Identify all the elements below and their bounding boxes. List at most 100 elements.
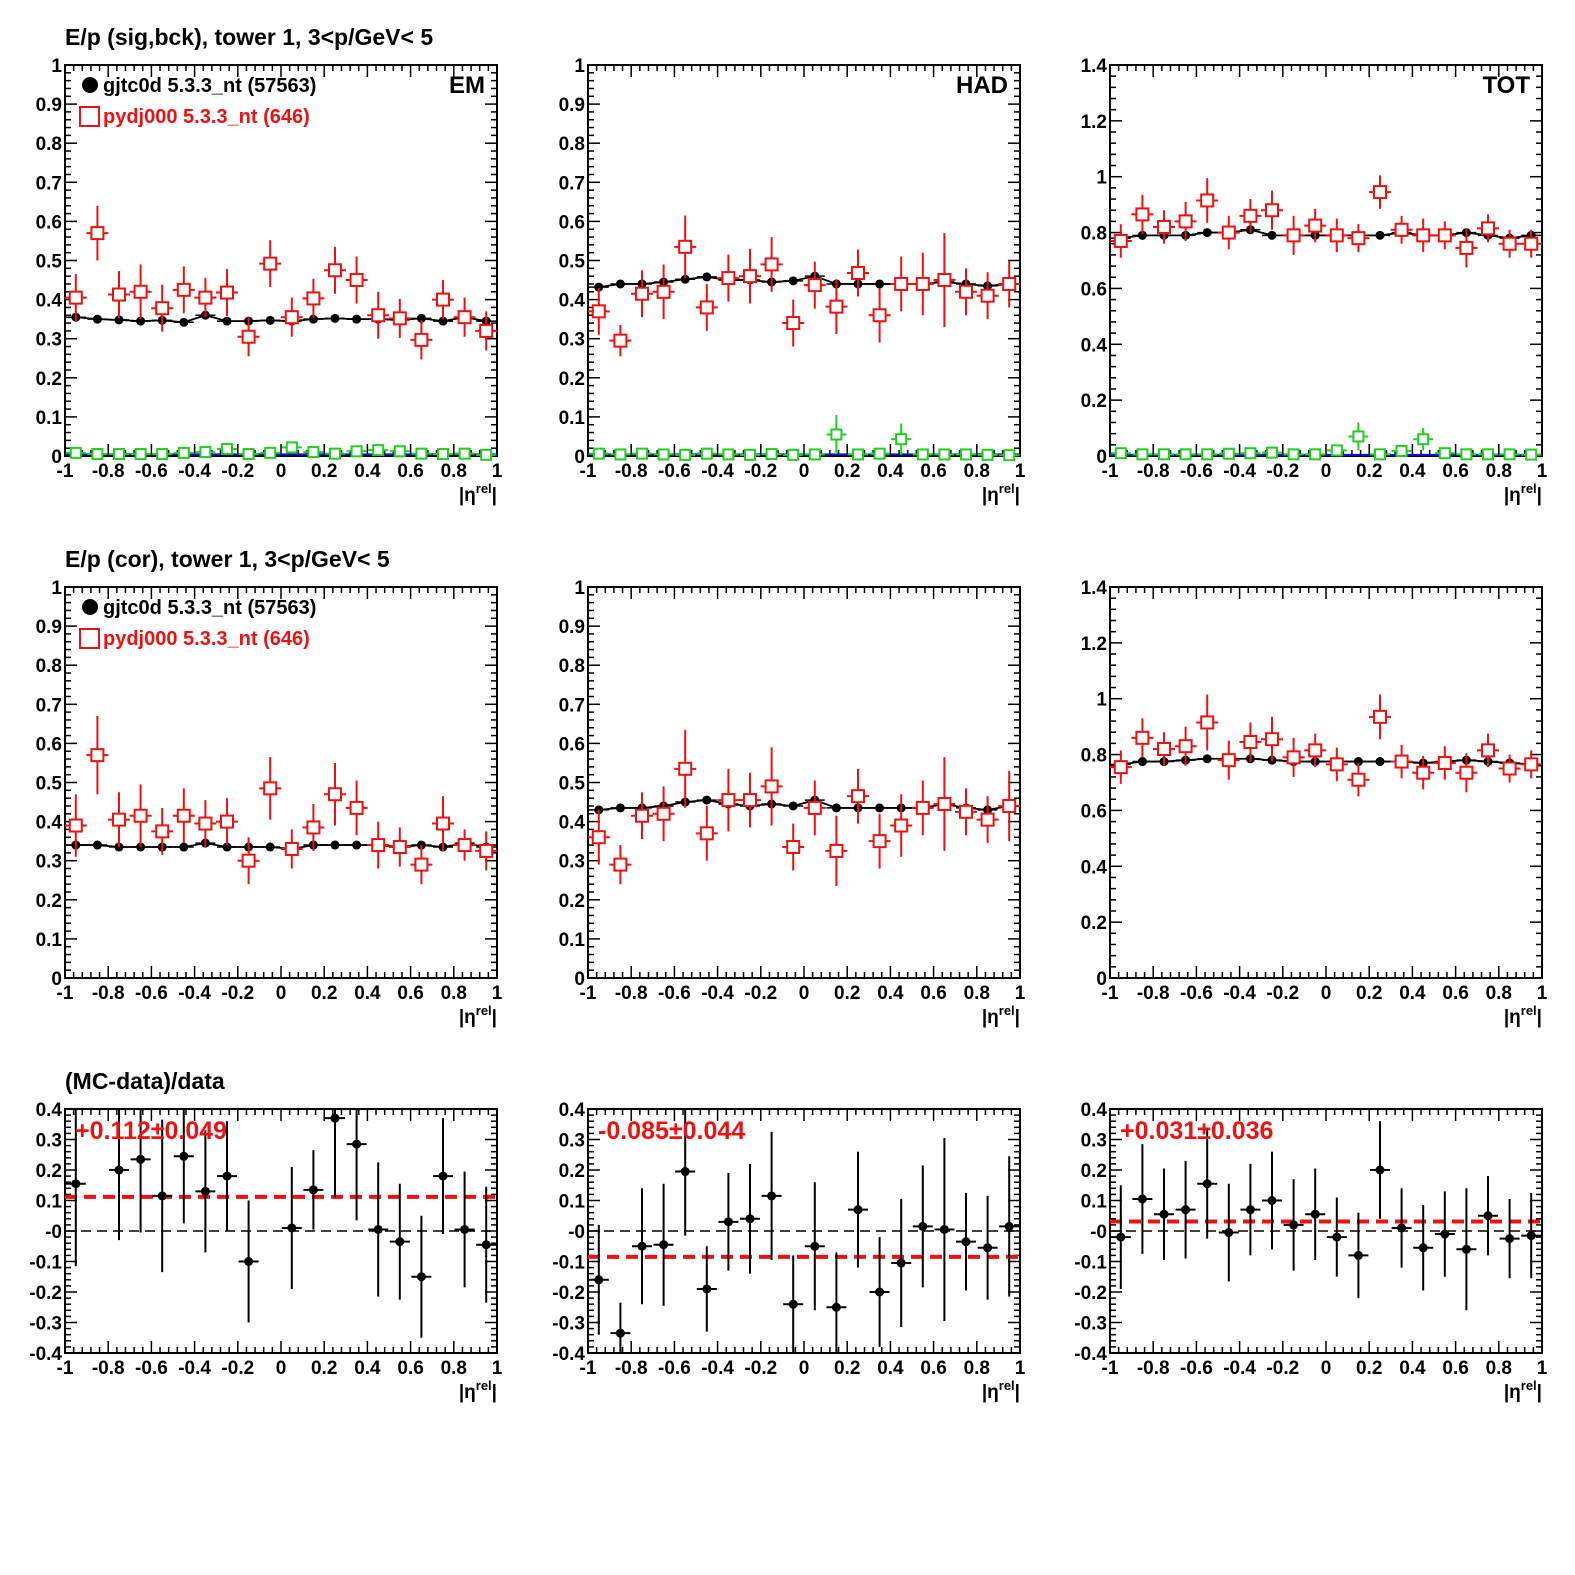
mc-point — [1178, 214, 1193, 229]
ratio-point — [1137, 1194, 1147, 1204]
legend-data-marker — [82, 599, 98, 615]
bkg-point — [679, 448, 692, 461]
y-tick-label: 1 — [1096, 690, 1107, 711]
x-tick-label: 0.8 — [1486, 461, 1512, 482]
mc-point — [915, 276, 930, 291]
bkg-point — [1460, 448, 1473, 461]
y-tick-label: 0.4 — [36, 291, 63, 312]
bkg-point — [1503, 448, 1516, 461]
mc-point — [1135, 730, 1150, 745]
bkg-point — [1525, 448, 1538, 461]
x-tick-label: 0.6 — [397, 1358, 423, 1379]
ratio-point — [1332, 1232, 1342, 1242]
x-tick-label: -0.2 — [1266, 983, 1299, 1004]
bkg-point — [1395, 444, 1408, 457]
y-tick-label: 0.8 — [36, 656, 62, 677]
y-tick-label: 1.4 — [1081, 578, 1108, 599]
mc-point — [133, 284, 148, 299]
mc-point — [1416, 765, 1431, 780]
x-tick-label: 0.8 — [964, 461, 990, 482]
y-tick-label: 0.5 — [559, 774, 586, 795]
y-tick-label: -0.1 — [552, 1253, 585, 1274]
data-point — [875, 803, 885, 813]
mc-point — [306, 291, 321, 306]
mc-point — [436, 816, 450, 831]
x-tick-label: 0.4 — [354, 1358, 381, 1379]
x-tick-label: 0 — [799, 1358, 810, 1379]
mc-point — [656, 284, 671, 299]
x-tick-label: -0.4 — [178, 1358, 211, 1379]
x-tick-label: -0.8 — [615, 1358, 648, 1379]
data-point — [1375, 757, 1385, 767]
data-point — [831, 803, 841, 813]
x-axis-title: |ηrel| — [1504, 1378, 1542, 1403]
y-tick-label: 0.3 — [559, 330, 585, 351]
y-tick-label: 0.4 — [36, 1100, 63, 1121]
ratio-point — [157, 1191, 167, 1201]
x-tick-label: 1 — [1537, 1358, 1548, 1379]
mc-point — [479, 843, 494, 858]
y-tick-label: 0.1 — [559, 1192, 586, 1213]
ratio-point — [330, 1113, 340, 1123]
y-tick-label: 1 — [1096, 168, 1107, 189]
y-tick-label: 0.1 — [559, 408, 586, 429]
ratio-point — [1202, 1179, 1212, 1189]
mc-point — [786, 316, 801, 331]
y-tick-label: 0 — [1096, 969, 1107, 990]
panel-em-sig: -1 -0.8 -0.6 -0.4 -0.2 0 0.2 0.4 0.6 0.8 1|ηrel|00… — [36, 56, 503, 506]
mc-point — [414, 857, 429, 872]
x-tick-label: -0.4 — [1223, 1358, 1256, 1379]
bkg-point — [1244, 447, 1257, 460]
panel-had-ratio: -1 -0.8 -0.6 -0.4 -0.2 0 0.2 0.4 0.6 0.8 1|ηrel| -0… — [552, 1100, 1025, 1403]
mc-point — [743, 793, 757, 808]
bkg-point — [1136, 448, 1149, 461]
mc-point — [90, 226, 105, 241]
mean-value-label: +0.031±0.036 — [1120, 1117, 1273, 1145]
bkg-point — [285, 441, 298, 454]
mc-point — [1243, 735, 1258, 750]
bkg-point — [242, 448, 255, 461]
x-axis-title: |ηrel| — [982, 1378, 1020, 1403]
mc-point — [980, 288, 995, 303]
mc-point — [263, 256, 278, 271]
bkg-point — [722, 448, 735, 461]
mc-point — [241, 853, 256, 868]
data-point — [615, 279, 625, 289]
data-point — [265, 842, 275, 852]
mc-point — [1502, 761, 1517, 776]
y-tick-label: 0.8 — [559, 134, 585, 155]
y-tick-label: -0.2 — [552, 1283, 585, 1304]
y-tick-label: -0.2 — [29, 1283, 62, 1304]
panel-had-sig: -1 -0.8 -0.6 -0.4 -0.2 0 0.2 0.4 0.6 0.8 1|ηrel|00… — [559, 56, 1026, 506]
x-tick-label: 0.8 — [1486, 1358, 1512, 1379]
bkg-point — [221, 442, 233, 455]
bkg-point — [700, 447, 713, 460]
data-point — [788, 801, 798, 811]
mc-point — [112, 812, 126, 827]
bkg-point — [307, 446, 320, 459]
y-tick-label: 0.3 — [1081, 1131, 1107, 1152]
x-tick-label: 0.8 — [441, 1358, 467, 1379]
x-tick-label: 0 — [1321, 461, 1332, 482]
mc-point — [1308, 218, 1323, 233]
x-tick-label: -0.4 — [701, 461, 734, 482]
y-tick-label: 0.4 — [559, 291, 586, 312]
mc-point — [155, 824, 170, 839]
ratio-point — [1505, 1234, 1515, 1244]
y-tick-label: 1.2 — [1081, 634, 1107, 655]
x-tick-label: 0.8 — [441, 461, 467, 482]
ratio-point — [373, 1224, 383, 1234]
mc-point — [613, 333, 628, 348]
mc-point — [764, 779, 779, 794]
x-tick-label: 0 — [799, 461, 810, 482]
bkg-point — [765, 448, 778, 461]
x-tick-label: 0.6 — [920, 983, 946, 1004]
mc-point — [392, 311, 407, 326]
x-tick-label: 0 — [276, 461, 287, 482]
mc-point — [1308, 743, 1323, 758]
bkg-point — [1309, 448, 1322, 461]
legend-mc-label: pydj000 5.3.3_nt (646) — [103, 106, 310, 128]
data-point — [1137, 230, 1147, 240]
mc-point — [829, 299, 844, 314]
ratio-point — [395, 1237, 405, 1247]
